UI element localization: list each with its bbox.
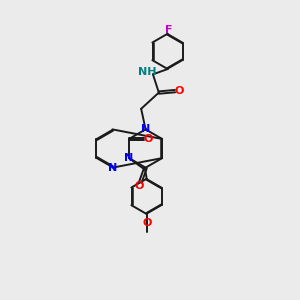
Text: N: N <box>108 163 117 173</box>
Text: N: N <box>124 153 134 163</box>
Text: NH: NH <box>138 67 157 77</box>
Text: F: F <box>164 25 172 35</box>
Text: O: O <box>135 181 144 191</box>
Text: O: O <box>143 218 152 228</box>
Text: O: O <box>174 85 184 95</box>
Text: O: O <box>143 134 153 144</box>
Text: N: N <box>141 124 150 134</box>
